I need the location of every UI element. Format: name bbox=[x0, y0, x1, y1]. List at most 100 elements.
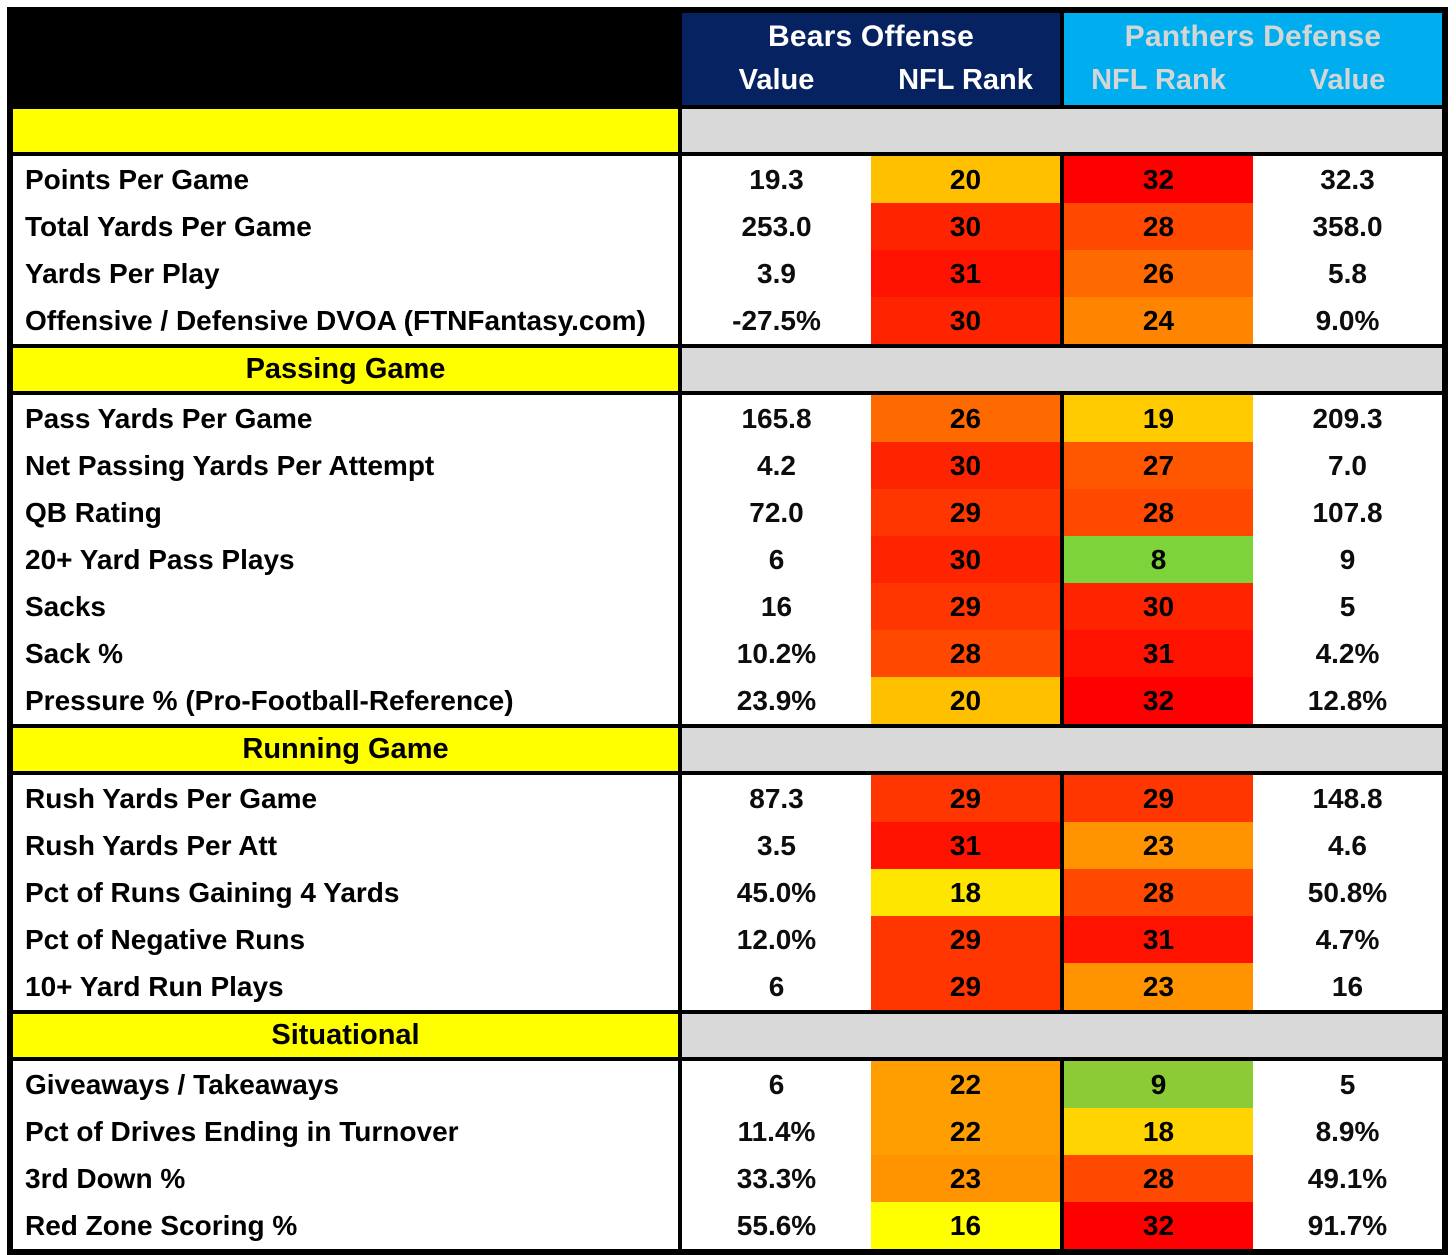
bears-value: 10.2% bbox=[682, 630, 871, 677]
panthers-value: 5 bbox=[1253, 583, 1442, 630]
section-band-fill bbox=[682, 348, 1442, 391]
stat-row: 3rd Down % 33.3% 23 28 49.1% bbox=[13, 1155, 1442, 1202]
panthers-rank: 23 bbox=[1064, 822, 1253, 869]
stat-label: 3rd Down % bbox=[13, 1155, 682, 1202]
section-band-fill bbox=[682, 728, 1442, 771]
panthers-value: 148.8 bbox=[1253, 775, 1442, 822]
header-corner-block bbox=[13, 13, 682, 105]
stat-row: Pct of Negative Runs 12.0% 29 31 4.7% bbox=[13, 916, 1442, 963]
panthers-rank: 31 bbox=[1064, 630, 1253, 677]
center-divider bbox=[1060, 395, 1064, 442]
bears-value: 253.0 bbox=[682, 203, 871, 250]
panthers-value: 16 bbox=[1253, 963, 1442, 1010]
table-body: Points Per Game 19.3 20 32 32.3 Total Yards P… bbox=[13, 105, 1442, 1249]
table-header-row: Bears Offense Value NFL Rank Panthers De… bbox=[13, 13, 1442, 105]
center-divider bbox=[1060, 297, 1064, 344]
stat-row: Offensive / Defensive DVOA (FTNFantasy.c… bbox=[13, 297, 1442, 344]
center-divider bbox=[1060, 583, 1064, 630]
stat-label: 20+ Yard Pass Plays bbox=[13, 536, 682, 583]
stat-label: Pass Yards Per Game bbox=[13, 395, 682, 442]
panthers-value: 7.0 bbox=[1253, 442, 1442, 489]
panthers-value: 107.8 bbox=[1253, 489, 1442, 536]
panthers-rank: 28 bbox=[1064, 489, 1253, 536]
center-divider bbox=[1060, 489, 1064, 536]
center-divider bbox=[1060, 677, 1064, 724]
stat-row: QB Rating 72.0 29 28 107.8 bbox=[13, 489, 1442, 536]
stat-row: Net Passing Yards Per Attempt 4.2 30 27 7.0 bbox=[13, 442, 1442, 489]
panthers-rank: 19 bbox=[1064, 395, 1253, 442]
panthers-value: 4.2% bbox=[1253, 630, 1442, 677]
panthers-value: 12.8% bbox=[1253, 677, 1442, 724]
bears-rank: 30 bbox=[871, 297, 1060, 344]
stat-row: 20+ Yard Pass Plays 6 30 8 9 bbox=[13, 536, 1442, 583]
bears-rank: 20 bbox=[871, 156, 1060, 203]
bears-rank: 29 bbox=[871, 916, 1060, 963]
panthers-value: 50.8% bbox=[1253, 869, 1442, 916]
center-divider bbox=[1060, 775, 1064, 822]
section-header-row bbox=[13, 105, 1442, 156]
bears-value: 87.3 bbox=[682, 775, 871, 822]
section-title: Passing Game bbox=[13, 348, 682, 391]
stat-row: Total Yards Per Game 253.0 30 28 358.0 bbox=[13, 203, 1442, 250]
bears-nfl-rank-column-header: NFL Rank bbox=[898, 64, 1033, 96]
panthers-value: 4.7% bbox=[1253, 916, 1442, 963]
stat-row: Rush Yards Per Game 87.3 29 29 148.8 bbox=[13, 775, 1442, 822]
panthers-rank: 32 bbox=[1064, 677, 1253, 724]
bears-rank: 20 bbox=[871, 677, 1060, 724]
bears-value: 6 bbox=[682, 536, 871, 583]
stat-row: Points Per Game 19.3 20 32 32.3 bbox=[13, 156, 1442, 203]
panthers-value: 4.6 bbox=[1253, 822, 1442, 869]
center-divider bbox=[1060, 869, 1064, 916]
stat-label: Pressure % (Pro-Football-Reference) bbox=[13, 677, 682, 724]
center-divider bbox=[1060, 203, 1064, 250]
bears-rank: 30 bbox=[871, 536, 1060, 583]
panthers-rank: 28 bbox=[1064, 1155, 1253, 1202]
panthers-nfl-rank-column-header: NFL Rank bbox=[1091, 64, 1226, 96]
bears-rank: 23 bbox=[871, 1155, 1060, 1202]
stat-row: Sack % 10.2% 28 31 4.2% bbox=[13, 630, 1442, 677]
bears-value: 3.9 bbox=[682, 250, 871, 297]
bears-rank: 30 bbox=[871, 442, 1060, 489]
section-title bbox=[13, 109, 682, 152]
bears-rank: 31 bbox=[871, 822, 1060, 869]
section-title: Situational bbox=[13, 1014, 682, 1057]
panthers-value: 9 bbox=[1253, 536, 1442, 583]
panthers-defense-header-block: Panthers Defense NFL Rank Value bbox=[1064, 13, 1442, 105]
panthers-rank: 30 bbox=[1064, 583, 1253, 630]
bears-value: 6 bbox=[682, 963, 871, 1010]
panthers-value: 209.3 bbox=[1253, 395, 1442, 442]
stat-label: QB Rating bbox=[13, 489, 682, 536]
bears-value: 165.8 bbox=[682, 395, 871, 442]
panthers-defense-title: Panthers Defense bbox=[1124, 20, 1382, 53]
stat-label: Points Per Game bbox=[13, 156, 682, 203]
stat-label: Pct of Negative Runs bbox=[13, 916, 682, 963]
stat-label: Net Passing Yards Per Attempt bbox=[13, 442, 682, 489]
center-divider bbox=[1060, 442, 1064, 489]
section-band-fill bbox=[682, 109, 1442, 152]
panthers-value: 5.8 bbox=[1253, 250, 1442, 297]
stat-label: Yards Per Play bbox=[13, 250, 682, 297]
bears-value: 12.0% bbox=[682, 916, 871, 963]
bears-value: -27.5% bbox=[682, 297, 871, 344]
center-divider bbox=[1060, 1155, 1064, 1202]
panthers-rank: 31 bbox=[1064, 916, 1253, 963]
stat-label: Offensive / Defensive DVOA (FTNFantasy.c… bbox=[13, 297, 682, 344]
section-title: Running Game bbox=[13, 728, 682, 771]
stat-label: Total Yards Per Game bbox=[13, 203, 682, 250]
bears-rank: 29 bbox=[871, 963, 1060, 1010]
stat-row: Giveaways / Takeaways 6 22 9 5 bbox=[13, 1061, 1442, 1108]
stat-row: Pct of Drives Ending in Turnover 11.4% 22 1… bbox=[13, 1108, 1442, 1155]
stat-row: Pressure % (Pro-Football-Reference) 23.9%… bbox=[13, 677, 1442, 724]
center-divider bbox=[1060, 916, 1064, 963]
stat-label: 10+ Yard Run Plays bbox=[13, 963, 682, 1010]
stat-row: 10+ Yard Run Plays 6 29 23 16 bbox=[13, 963, 1442, 1010]
bears-value: 45.0% bbox=[682, 869, 871, 916]
panthers-rank: 24 bbox=[1064, 297, 1253, 344]
bears-value: 19.3 bbox=[682, 156, 871, 203]
panthers-rank: 23 bbox=[1064, 963, 1253, 1010]
panthers-value-column-header: Value bbox=[1309, 64, 1386, 96]
center-divider bbox=[1060, 630, 1064, 677]
stat-label: Giveaways / Takeaways bbox=[13, 1061, 682, 1108]
header-center-divider bbox=[1060, 13, 1064, 105]
